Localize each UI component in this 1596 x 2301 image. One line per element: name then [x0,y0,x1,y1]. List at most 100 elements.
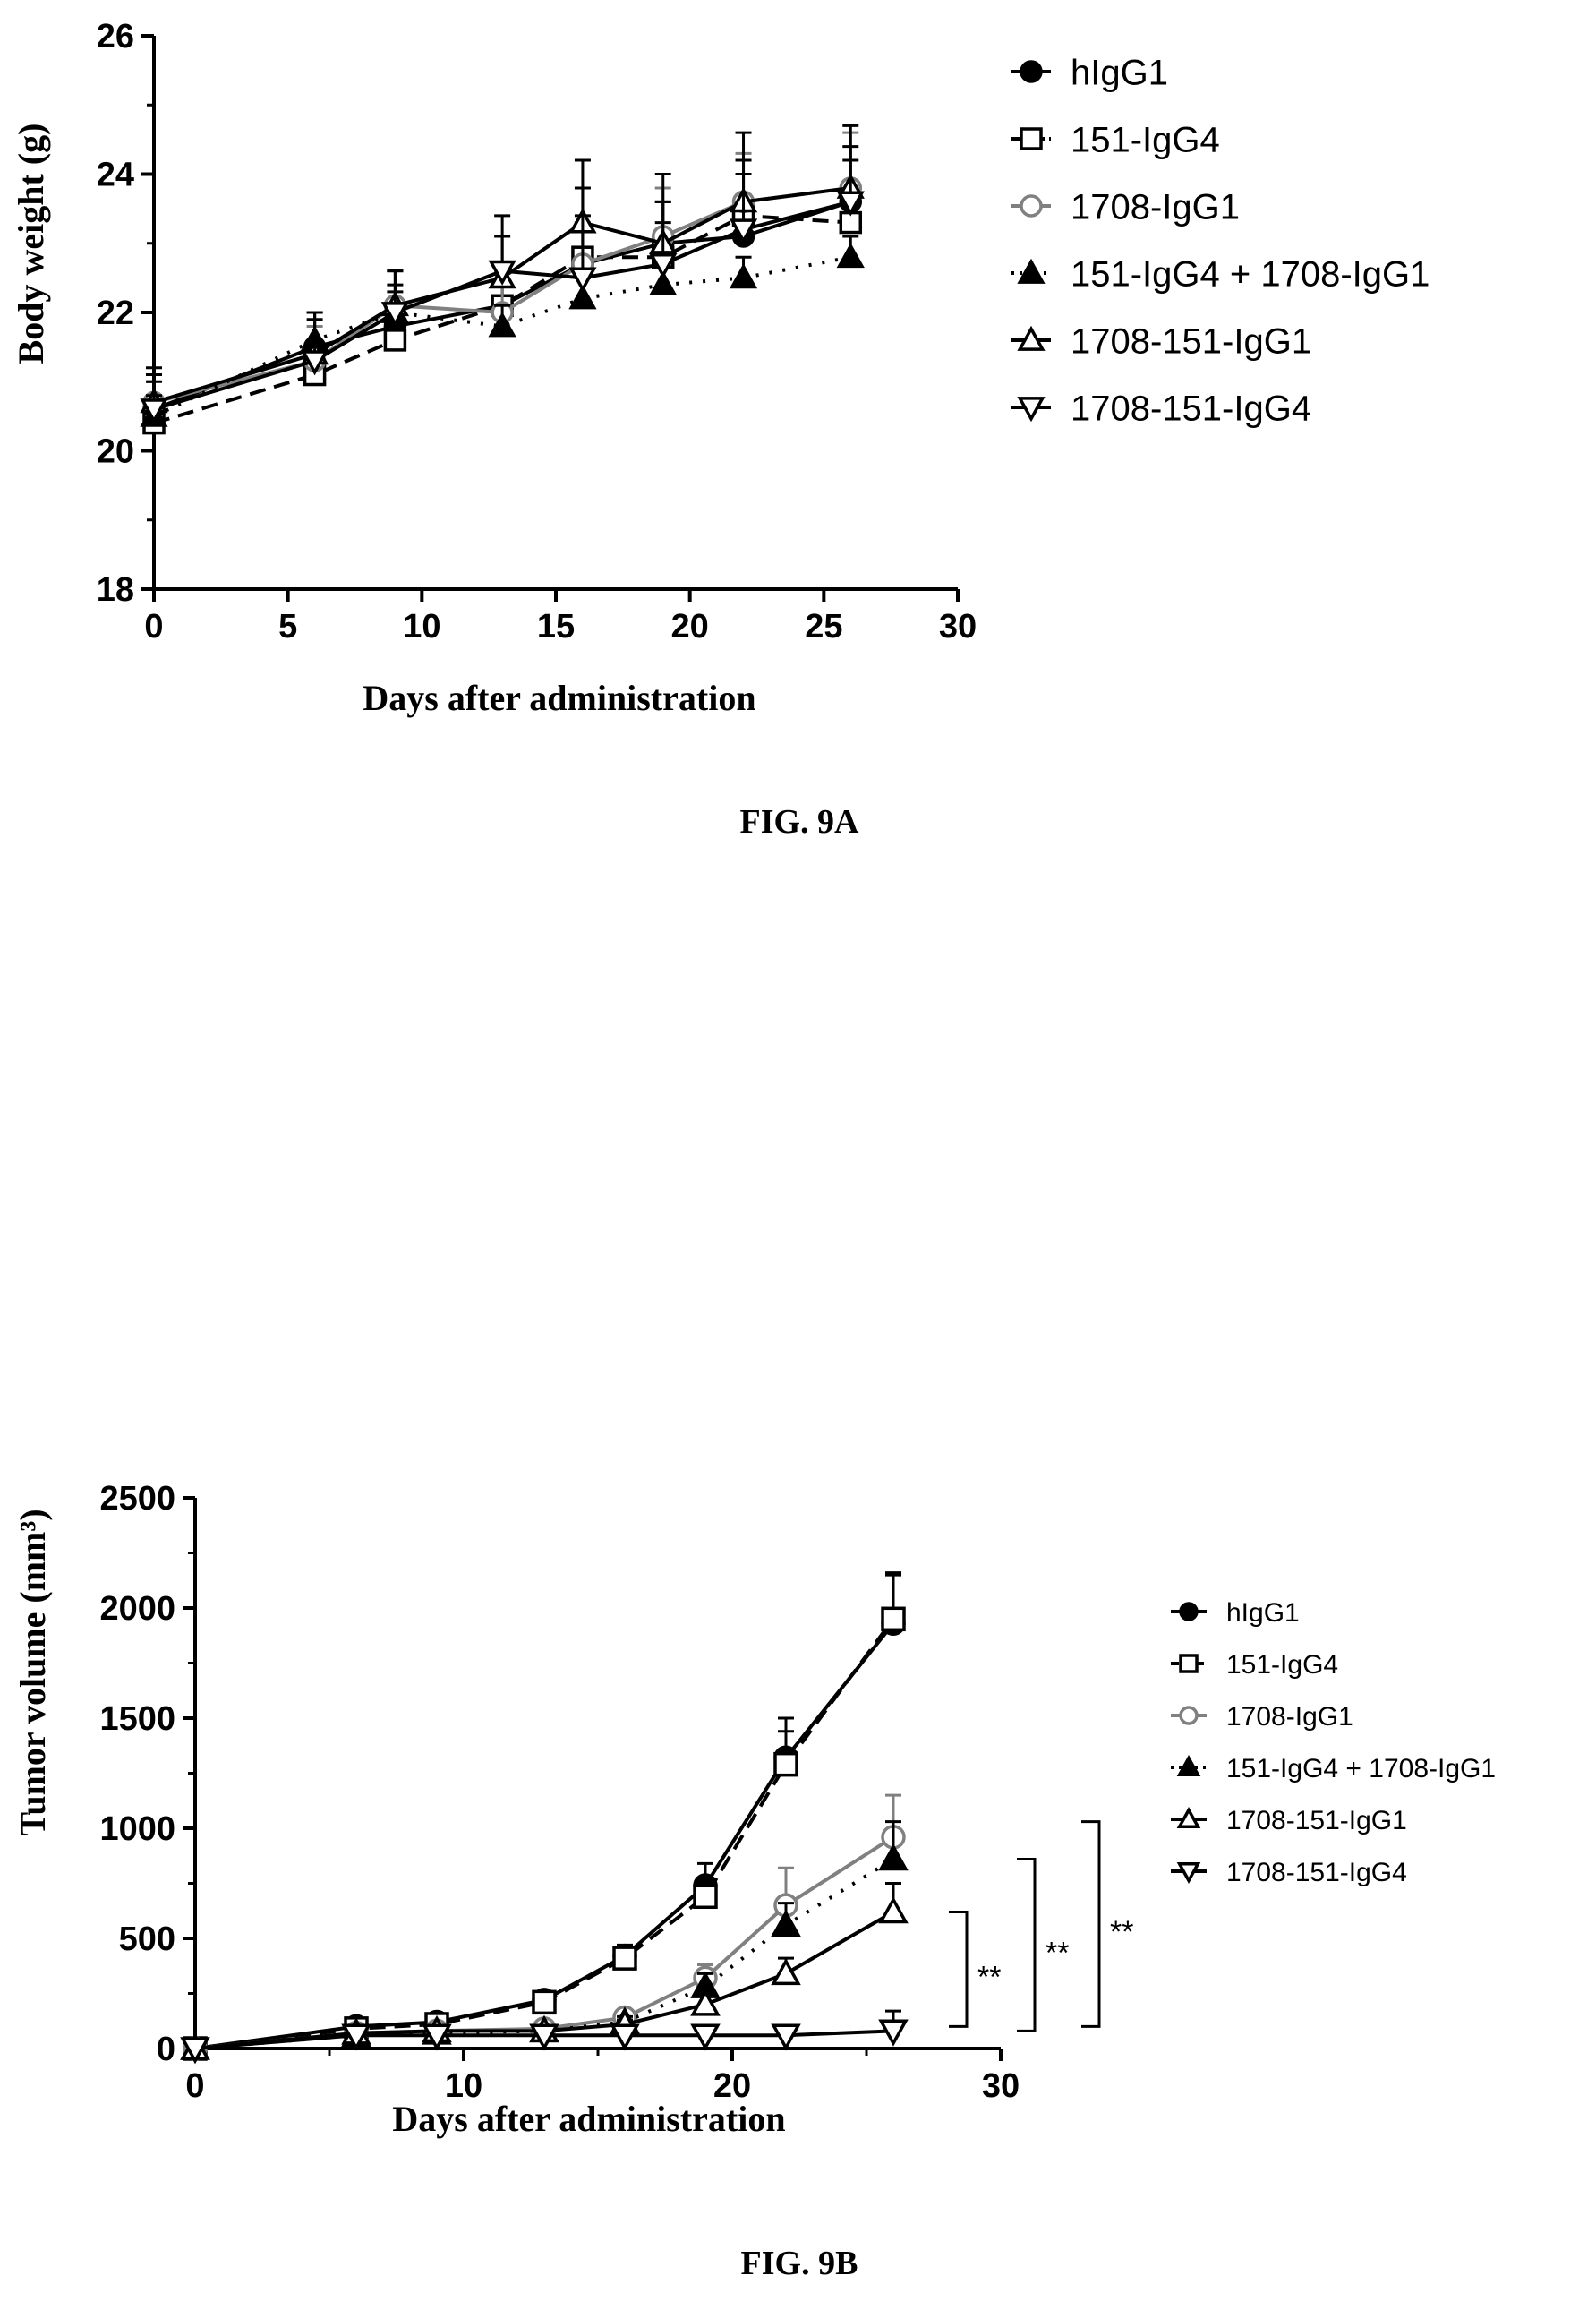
legend-marker [1020,194,1043,218]
figure-caption: FIG. 9A [740,803,860,841]
data-point [881,1606,906,1632]
legend-marker [1020,127,1043,150]
significance-label: ** [1046,1936,1069,1970]
y-axis-label: Tumor volume (mm³) [13,1509,53,1835]
legend-label: 1708-IgG1 [1071,187,1240,227]
legend-label: 1708-151-IgG4 [1071,389,1311,428]
data-point [488,312,516,338]
y-tick-label: 2500 [99,1480,175,1518]
legend-item-4: 151-IgG4 + 1708-IgG1 [1011,254,1430,294]
series-body-weight [140,124,865,435]
data-point [878,1896,909,1924]
figure-caption: FIG. 9B [741,2245,858,2282]
data-point [729,263,758,289]
series-line [194,2029,894,2050]
y-tick-label: 18 [97,571,134,609]
legend-label: 151-IgG4 [1226,1650,1338,1680]
legend-item-3: 1708-IgG1 [1171,1702,1353,1732]
legend-item-6: 1708-151-IgG4 [1171,1858,1407,1887]
legend-item-3: 1708-IgG1 [1011,187,1240,227]
data-point [422,2023,452,2051]
significance-bracket [1081,1820,1101,2028]
legend-label: 1708-IgG1 [1226,1702,1353,1732]
series-2 [183,1573,906,2061]
legend-label: 1708-151-IgG1 [1071,321,1311,361]
significance-bracket [1017,1857,1037,2032]
y-tick-label: 26 [97,18,134,56]
data-point [610,2023,640,2051]
legend-marker [1176,1755,1201,1777]
series-line [153,213,851,425]
data-point [690,2023,721,2051]
data-point [140,398,168,424]
significance-label: ** [1110,1915,1133,1949]
x-tick-label: 20 [671,608,709,646]
series-line [194,1910,894,2050]
x-tick-label: 15 [537,608,575,646]
data-point [341,2023,371,2051]
significance-label: ** [977,1960,1001,1994]
x-tick-label: 0 [144,608,163,646]
legend-item-2: 151-IgG4 [1011,120,1220,159]
data-point [612,1946,637,1971]
data-point [771,2023,801,2051]
axes-body-weight: 18 20 22 24 26 0 5 10 15 20 25 30 [97,18,977,646]
data-point [690,1989,721,2016]
data-point [568,284,597,310]
y-tick-label: 1000 [99,1810,175,1848]
series-line [153,200,851,412]
legend-marker [1176,1807,1201,1829]
y-axis-label: Body weight (g) [11,124,51,364]
data-point [878,2019,909,2047]
series-line [153,200,851,412]
x-tick-label: 20 [713,2067,751,2105]
legend-marker [1017,258,1046,284]
legend-label: hIgG1 [1226,1598,1300,1628]
legend-marker [1179,1602,1199,1621]
legend-label: 1708-151-IgG1 [1226,1806,1407,1835]
y-tick-label: 0 [157,2031,175,2068]
series-line [153,255,851,418]
data-point [380,302,410,328]
legend-body-weight: hIgG1 151-IgG4 1708-IgG1 151-IgG4 + 1708-Ig… [1011,53,1430,428]
legend-marker [1017,397,1046,423]
x-axis-label: Days after administration [363,678,755,718]
data-point [729,218,758,244]
x-tick-label: 25 [805,608,842,646]
legend-item-4: 151-IgG4 + 1708-IgG1 [1171,1754,1496,1783]
y-tick-label: 20 [97,433,134,471]
data-point [771,1909,801,1937]
data-point [180,2037,210,2065]
data-point [836,191,865,217]
significance-brackets: ** ** ** [949,1820,1133,2032]
legend-marker [1179,1654,1199,1673]
legend-label: 151-IgG4 [1071,120,1220,159]
x-tick-label: 30 [939,608,977,646]
axes-tumor-volume: 0 500 1000 1500 2000 2500 0 10 20 30 [99,1480,1020,2105]
legend-tumor-volume: hIgG1 151-IgG4 1708-IgG1 151-IgG4 + 1708-Ig… [1171,1598,1496,1887]
data-point [693,1884,718,1910]
legend-item-1: hIgG1 [1171,1598,1300,1628]
y-tick-label: 22 [97,295,134,332]
legend-marker [1020,60,1043,83]
chart-body-weight: 18 20 22 24 26 0 5 10 15 20 25 30 hIgG1 151-IgG4 1708… [11,18,1430,841]
data-point [836,242,865,269]
data-point [649,253,678,279]
series-6 [180,2009,909,2065]
legend-item-6: 1708-151-IgG4 [1011,389,1311,428]
x-tick-label: 10 [445,2067,482,2105]
data-point [488,260,516,286]
legend-item-5: 1708-151-IgG1 [1171,1806,1407,1835]
x-tick-label: 10 [403,608,440,646]
data-point [532,1989,557,2015]
series-tumor-volume [180,1571,909,2065]
series-line [153,185,851,405]
data-point [529,2023,559,2051]
series-6 [140,124,865,424]
data-point [568,267,597,293]
legend-item-5: 1708-151-IgG1 [1011,321,1311,361]
x-tick-label: 30 [982,2067,1020,2105]
legend-marker [1017,325,1046,351]
legend-label: 151-IgG4 + 1708-IgG1 [1071,254,1430,294]
